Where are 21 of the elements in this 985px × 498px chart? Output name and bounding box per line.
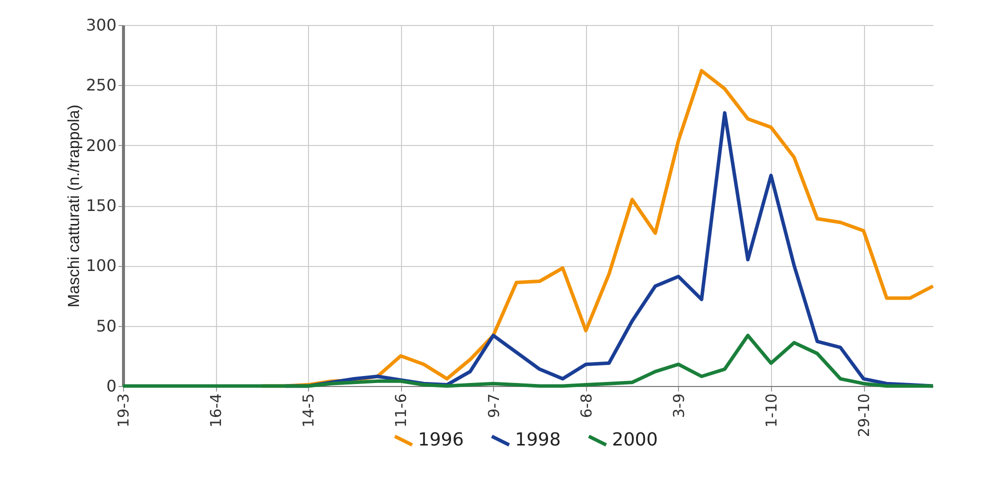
legend-label: 2000 (612, 430, 658, 451)
y-tick-label: 200 (86, 136, 116, 155)
x-tick-label: 29-10 (855, 394, 874, 438)
legend-label: 1996 (418, 430, 464, 451)
x-tick-label: 1-10 (762, 394, 780, 428)
y-tick-label: 150 (86, 196, 116, 215)
x-tick-label: 14-5 (300, 394, 318, 428)
x-tick-label: 19-3 (114, 394, 132, 428)
y-tick-label: 0 (106, 376, 116, 396)
x-tick-label: 11-6 (392, 394, 410, 428)
y-tick-label: 300 (86, 16, 116, 34)
x-tick-label: 3-9 (670, 394, 688, 418)
y-tick-label: 100 (86, 256, 116, 276)
legend-label: 1998 (515, 430, 561, 451)
y-axis-title: Maschi catturati (n./trappola) (66, 104, 83, 308)
x-tick-label: 9-7 (484, 394, 503, 418)
y-tick-label: 50 (96, 316, 116, 336)
line-series (121, 334, 935, 388)
y-tick-label: 250 (86, 76, 116, 95)
x-tick-label: 6-8 (577, 394, 596, 418)
x-tick-label: 16-4 (207, 394, 226, 428)
